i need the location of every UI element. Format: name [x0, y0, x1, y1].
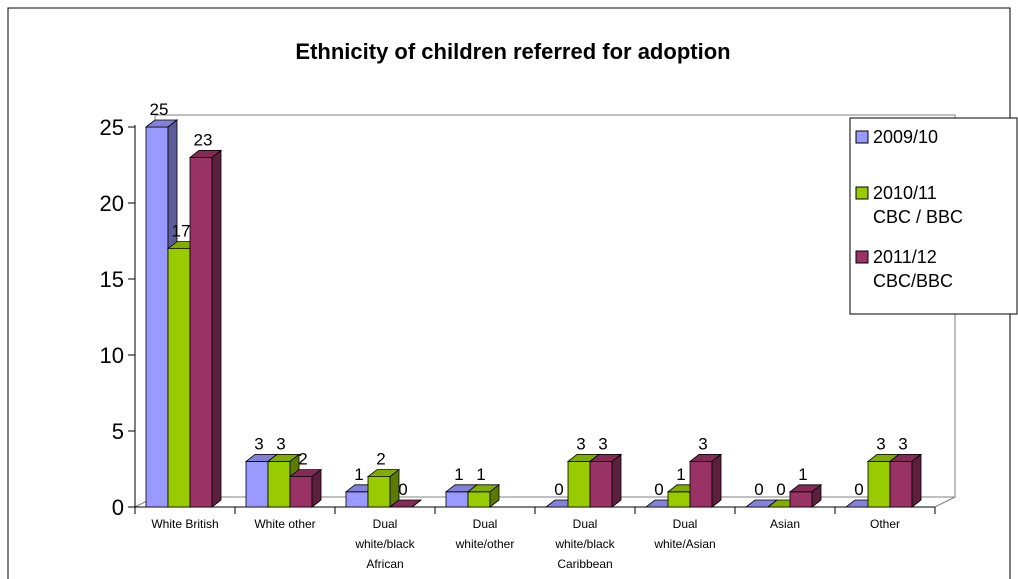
data-label: 2 — [376, 450, 385, 469]
data-label: 3 — [254, 434, 263, 453]
data-label: 1 — [676, 465, 685, 484]
data-label: 3 — [698, 434, 707, 453]
data-label: 0 — [554, 480, 563, 499]
x-tick-label: Dual white/Asian — [653, 517, 715, 551]
data-label: 1 — [476, 465, 485, 484]
legend-swatch — [855, 250, 869, 264]
data-label: 3 — [898, 434, 907, 453]
data-label: 3 — [576, 434, 585, 453]
y-tick-label: 20 — [100, 191, 124, 216]
x-tick-label: Dual white/other — [455, 517, 515, 551]
legend-label: 2011/12 CBC/BBC — [873, 247, 953, 291]
data-label: 3 — [876, 434, 885, 453]
y-axis: 0 5 10 15 20 25 — [100, 115, 136, 520]
data-label: 0 — [398, 480, 407, 499]
bar — [688, 453, 723, 508]
data-label: 25 — [150, 100, 169, 119]
legend: 2009/10 2010/11 CBC / BBC 2011/12 CBC/BBC — [849, 117, 1018, 315]
bar — [366, 468, 401, 508]
x-tick-label: White British — [151, 517, 218, 531]
legend-item: 2011/12 CBC/BBC — [855, 247, 953, 291]
chart-title: Ethnicity of children referred for adopt… — [295, 39, 730, 64]
y-tick-label: 5 — [112, 419, 124, 444]
legend-label: 2010/11 CBC / BBC — [873, 183, 963, 227]
y-tick-label: 10 — [100, 343, 124, 368]
x-tick-label: White other — [254, 517, 315, 531]
legend-swatch — [855, 186, 869, 200]
bar — [888, 453, 923, 508]
bar — [466, 483, 501, 508]
legend-swatch — [855, 130, 869, 144]
bar — [288, 468, 323, 508]
legend-box — [849, 117, 1018, 315]
data-label: 0 — [754, 480, 763, 499]
bar — [388, 499, 423, 508]
data-label: 23 — [194, 130, 213, 149]
legend-item: 2009/10 — [855, 127, 938, 147]
data-label: 0 — [654, 480, 663, 499]
data-label: 1 — [798, 465, 807, 484]
data-label: 0 — [854, 480, 863, 499]
legend-label: 2009/10 — [873, 127, 938, 147]
data-label: 17 — [172, 222, 191, 241]
data-label: 2 — [298, 450, 307, 469]
bars — [144, 119, 923, 508]
legend-item: 2010/11 CBC / BBC — [855, 183, 963, 227]
bar — [788, 483, 823, 508]
y-tick-label: 25 — [100, 115, 124, 140]
x-tick-label: Dual white/black Caribbean — [554, 517, 615, 571]
x-tick-label: Other — [870, 517, 900, 531]
x-tick-label: Asian — [770, 517, 800, 531]
data-label: 3 — [598, 434, 607, 453]
x-tick-label: Dual white/black African — [354, 517, 415, 571]
bar — [588, 453, 623, 508]
data-label: 1 — [354, 465, 363, 484]
data-label: 3 — [276, 434, 285, 453]
y-tick-label: 15 — [100, 267, 124, 292]
bar — [188, 149, 223, 508]
data-label: 1 — [454, 465, 463, 484]
y-tick-label: 0 — [112, 495, 124, 520]
data-label: 0 — [776, 480, 785, 499]
